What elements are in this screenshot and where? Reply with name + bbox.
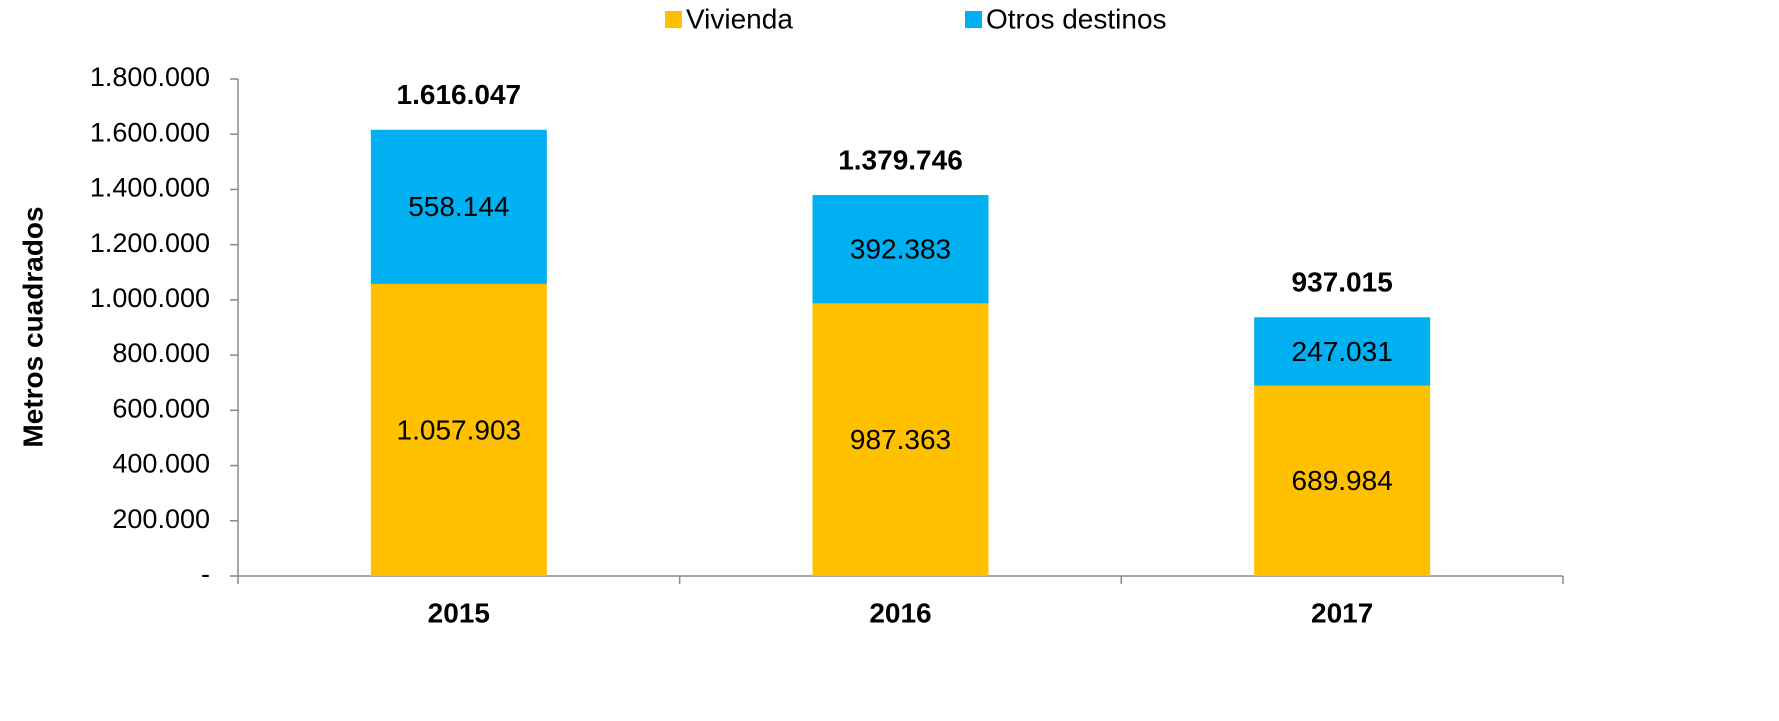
total-label: 1.616.047 — [397, 79, 522, 110]
y-tick-label: 800.000 — [112, 338, 210, 368]
y-tick-label: 600.000 — [112, 393, 210, 423]
y-tick-label: 1.400.000 — [90, 173, 210, 203]
legend-label: Vivienda — [686, 3, 793, 34]
bar-segment — [1254, 385, 1431, 576]
x-tick-label: 2016 — [869, 597, 931, 628]
bar-segment — [1254, 317, 1431, 386]
bar-segment — [812, 195, 989, 304]
bar-segment — [370, 283, 547, 576]
y-tick-label: 1.600.000 — [90, 117, 210, 147]
bar-segment — [812, 303, 989, 576]
x-tick-label: 2017 — [1311, 597, 1373, 628]
legend-label: Otros destinos — [986, 3, 1167, 34]
value-label: 987.363 — [850, 424, 951, 455]
legend-swatch — [965, 11, 982, 28]
value-label: 558.144 — [408, 191, 509, 222]
y-tick-label: 200.000 — [112, 504, 210, 534]
value-label: 392.383 — [850, 234, 951, 265]
bar-segment — [370, 129, 547, 284]
total-label: 1.379.746 — [838, 144, 963, 175]
y-axis-label: Metros cuadrados — [17, 206, 48, 447]
y-tick-label: - — [201, 559, 210, 589]
value-label: 1.057.903 — [397, 414, 522, 445]
value-label: 689.984 — [1292, 465, 1393, 496]
y-tick-label: 1.800.000 — [90, 62, 210, 92]
y-tick-label: 400.000 — [112, 449, 210, 479]
total-label: 937.015 — [1292, 267, 1393, 298]
value-label: 247.031 — [1292, 336, 1393, 367]
legend-swatch — [665, 11, 682, 28]
x-tick-label: 2015 — [428, 597, 490, 628]
y-tick-label: 1.000.000 — [90, 283, 210, 313]
y-tick-label: 1.200.000 — [90, 228, 210, 258]
